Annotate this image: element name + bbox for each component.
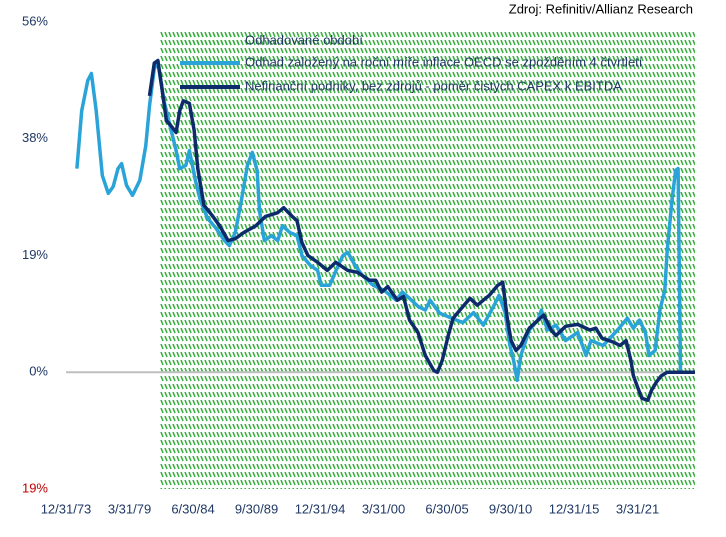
y-tick-label: 19% [22, 247, 48, 262]
legend-label: Odhadované období [245, 32, 363, 47]
x-tick-label: 9/30/89 [235, 501, 278, 516]
series-line [147, 58, 695, 402]
shaded-region [159, 30, 696, 489]
x-tick-label: 12/31/94 [295, 501, 346, 516]
x-tick-label: 3/31/79 [108, 501, 151, 516]
source: Zdroj: Refinitiv/Allianz Research [509, 1, 693, 16]
y-tick-label: 19% [22, 480, 48, 495]
x-tick-label: 9/30/10 [489, 501, 532, 516]
x-tick-label: 6/30/05 [425, 501, 468, 516]
x-tick-label: 12/31/73 [41, 501, 92, 516]
x-tick-label: 3/31/21 [616, 501, 659, 516]
y-tick-label: 38% [22, 130, 48, 145]
x-tick-label: 3/31/00 [362, 501, 405, 516]
x-tick-label: 12/31/15 [549, 501, 600, 516]
y-tick-label: 0% [29, 364, 48, 379]
x-tick-label: 6/30/84 [171, 501, 214, 516]
y-tick-label: 56% [22, 13, 48, 28]
legend-label: Odhad založený na roční míře inflace OEC… [245, 54, 643, 69]
legend-swatch [180, 34, 240, 48]
legend-label: Nefinanční podniky, bez zdrojů - poměr č… [245, 78, 622, 93]
